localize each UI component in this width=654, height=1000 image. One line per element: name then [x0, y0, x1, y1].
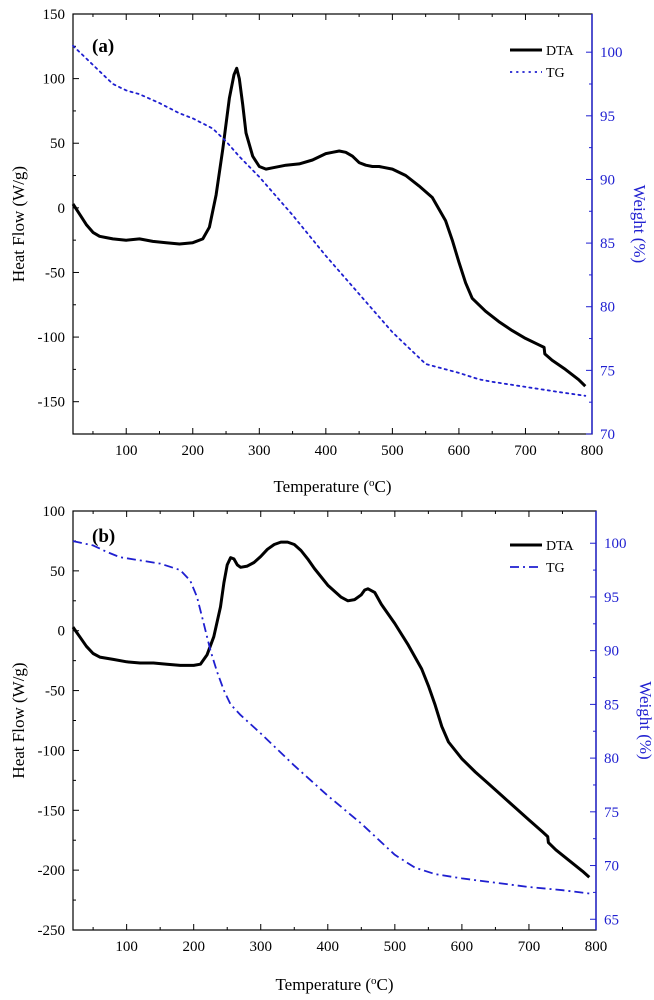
y2-tick-label: 90 — [604, 644, 619, 660]
chart-panel-a: 100 200 300 400 500 600 700 800 150100500-50-10… — [9, 7, 649, 496]
y-axis-title: Heat Flow (W/g) — [9, 166, 28, 282]
x-axis-title-pre: Temperature ( — [275, 975, 371, 994]
x-tick-label: 400 — [317, 939, 340, 955]
y-tick-label: 50 — [50, 564, 65, 580]
x-tick-label: 500 — [384, 939, 407, 955]
series-dta-line — [71, 540, 591, 879]
x-tick-label: 800 — [585, 939, 608, 955]
y2-tick-label: 100 — [604, 536, 627, 552]
x-axis-title-sup: o — [371, 975, 377, 987]
y-tick-label: -150 — [38, 803, 66, 819]
y2-tick-label: 80 — [604, 751, 619, 767]
y2-tick-label: 85 — [604, 697, 619, 713]
x-tick-label: 500 — [381, 443, 404, 459]
y-tick-label: 0 — [58, 624, 66, 640]
series-lines — [71, 44, 587, 397]
y-tick-label: 150 — [43, 7, 66, 23]
x-tick-label: 600 — [451, 939, 474, 955]
y-tick-label: 100 — [43, 72, 66, 88]
x-axis-title-post: C) — [377, 975, 394, 994]
y-axis-title: Heat Flow (W/g) — [9, 662, 28, 778]
x-tick-label: 100 — [115, 443, 138, 459]
y2-tick-label: 70 — [600, 427, 615, 443]
x-tick-label: 800 — [581, 443, 604, 459]
legend-label-tg: TG — [546, 66, 565, 81]
legend-label-tg: TG — [546, 561, 565, 576]
y2-tick-label: 85 — [600, 236, 615, 252]
y-tick-label: 100 — [43, 504, 66, 520]
y-tick-label: -100 — [38, 330, 66, 346]
y2-tick-label: 80 — [600, 300, 615, 316]
y-axis-ticks: 150 100 50 0 -50 -100 -150 — [38, 7, 79, 435]
x-axis-title-sup: o — [369, 477, 375, 489]
x-axis-ticks: 100 200 300 400 500 600 700 800 — [92, 511, 608, 955]
x-tick-label: 100 — [115, 939, 138, 955]
y2-tick-label: 75 — [600, 363, 615, 379]
x-tick-label: 400 — [315, 443, 338, 459]
legend-label-dta: DTA — [546, 539, 575, 554]
series-lines — [71, 540, 591, 895]
x-tick-label: 700 — [518, 939, 541, 955]
legend: DTA TG — [510, 539, 575, 576]
plot-frame — [72, 510, 597, 931]
series-tg-line — [72, 44, 587, 397]
x-tick-label: 200 — [182, 443, 205, 459]
y2-axis-title: Weight (%) — [630, 185, 649, 263]
y-tick-label: -200 — [38, 863, 66, 879]
chart-panel-b: 100 200 300 400 500 600 700 800 100500-50-100-1… — [9, 504, 654, 994]
x-axis-title: Temperature (oC) — [273, 477, 391, 496]
x-tick-label: 300 — [249, 939, 272, 955]
x-tick-label: 300 — [248, 443, 271, 459]
y2-tick-label: 70 — [604, 859, 619, 875]
y-tick-label: -100 — [38, 743, 66, 759]
y2-tick-label: 65 — [604, 912, 619, 928]
y2-axis-ticks: 100 95 90 85 80 75 70 65 — [590, 536, 627, 928]
x-axis-title-post: C) — [375, 477, 392, 496]
y2-tick-label: 95 — [600, 109, 615, 125]
series-tg-line — [72, 540, 590, 895]
y2-tick-label: 90 — [600, 172, 615, 188]
y2-tick-label: 75 — [604, 805, 619, 821]
y-tick-label: 50 — [50, 136, 65, 152]
y-tick-label: -50 — [45, 684, 65, 700]
x-axis-ticks: 100 200 300 400 500 600 700 800 — [92, 14, 604, 459]
x-axis-title-pre: Temperature ( — [273, 477, 369, 496]
y2-axis-title: Weight (%) — [636, 681, 654, 759]
x-tick-label: 600 — [448, 443, 471, 459]
y2-axis-ticks: 100 95 90 85 80 75 70 — [586, 45, 623, 443]
series-dta-line — [71, 66, 587, 388]
plot-frame — [72, 13, 593, 435]
y-tick-label: -50 — [45, 265, 65, 281]
x-axis-title: Temperature (oC) — [275, 975, 393, 994]
legend: DTA TG — [510, 44, 575, 81]
y-tick-label: -150 — [38, 395, 66, 411]
x-tick-label: 200 — [182, 939, 205, 955]
y2-tick-label: 100 — [600, 45, 623, 61]
panel-label: (a) — [92, 36, 114, 57]
y2-tick-label: 95 — [604, 590, 619, 606]
x-tick-label: 700 — [514, 443, 537, 459]
legend-label-dta: DTA — [546, 44, 575, 59]
y-tick-label: -250 — [38, 923, 66, 939]
panel-label: (b) — [92, 526, 115, 547]
y-tick-label: 0 — [58, 201, 66, 217]
